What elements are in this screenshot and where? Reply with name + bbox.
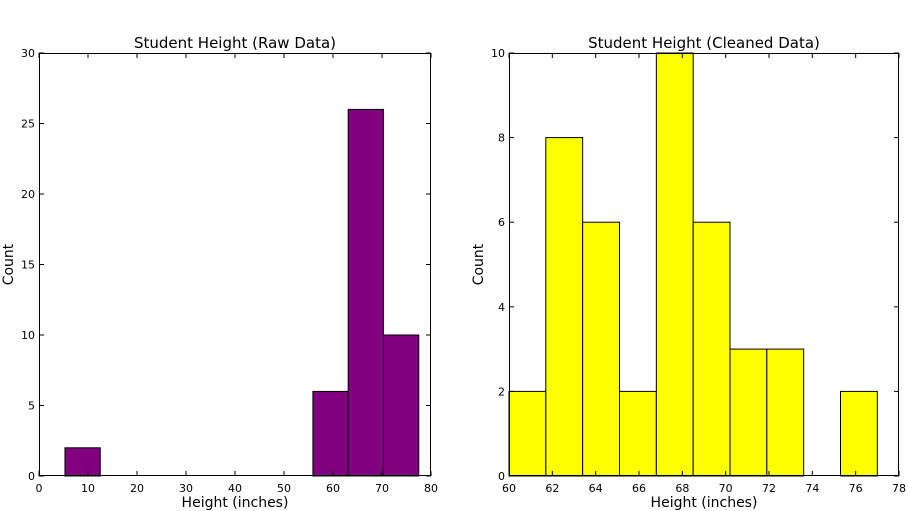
y-axis-label: Count bbox=[471, 243, 487, 285]
x-tick-label: 70 bbox=[719, 482, 733, 495]
x-tick-label: 80 bbox=[424, 482, 438, 495]
histogram-bar bbox=[729, 348, 768, 477]
x-tick-label: 74 bbox=[805, 482, 819, 495]
x-tick-label: 64 bbox=[589, 482, 603, 495]
plot-frame bbox=[509, 53, 899, 476]
x-tick-label: 50 bbox=[277, 482, 291, 495]
y-tick-label: 20 bbox=[21, 188, 35, 201]
y-tick-label: 0 bbox=[498, 470, 505, 483]
y-tick-label: 10 bbox=[21, 329, 35, 342]
x-tick-label: 68 bbox=[675, 482, 689, 495]
histogram-bar bbox=[840, 390, 878, 477]
histogram-bar bbox=[508, 390, 547, 477]
x-tick-label: 70 bbox=[375, 482, 389, 495]
x-axis-label: Height (inches) bbox=[651, 495, 758, 511]
x-tick-label: 40 bbox=[228, 482, 242, 495]
histogram-bar bbox=[655, 52, 694, 477]
histogram-bar bbox=[347, 108, 384, 477]
y-tick-label: 0 bbox=[28, 470, 35, 483]
x-tick-label: 62 bbox=[545, 482, 559, 495]
chart-title: Student Height (Cleaned Data) bbox=[588, 34, 820, 52]
x-tick-label: 60 bbox=[326, 482, 340, 495]
y-tick-label: 2 bbox=[498, 385, 505, 398]
y-tick-label: 8 bbox=[498, 132, 505, 145]
x-tick-label: 30 bbox=[179, 482, 193, 495]
y-tick-label: 15 bbox=[21, 259, 35, 272]
histogram-bar bbox=[64, 447, 101, 477]
y-tick-label: 10 bbox=[491, 47, 505, 60]
histogram-bar bbox=[382, 334, 420, 477]
y-tick-label: 30 bbox=[21, 47, 35, 60]
x-tick-label: 0 bbox=[36, 482, 43, 495]
x-axis-label: Height (inches) bbox=[182, 495, 289, 511]
histogram-bar bbox=[692, 221, 731, 477]
histogram-bar bbox=[582, 221, 621, 477]
x-tick-label: 66 bbox=[632, 482, 646, 495]
histogram-bar bbox=[766, 348, 805, 477]
x-tick-label: 10 bbox=[81, 482, 95, 495]
x-tick-label: 20 bbox=[130, 482, 144, 495]
chart-title: Student Height (Raw Data) bbox=[134, 34, 336, 52]
x-tick-label: 60 bbox=[502, 482, 516, 495]
x-tick-label: 76 bbox=[849, 482, 863, 495]
x-tick-label: 78 bbox=[892, 482, 906, 495]
raw-data-chart: 0 10 20 30 40 50 60 70 80 0 5 10 15 20 25 30 Student Hei… bbox=[1, 34, 438, 511]
y-axis-label: Count bbox=[1, 243, 17, 285]
histogram-bar bbox=[619, 390, 657, 477]
y-tick-label: 25 bbox=[21, 118, 35, 131]
y-tick-label: 5 bbox=[28, 400, 35, 413]
x-tick-label: 72 bbox=[762, 482, 776, 495]
y-tick-label: 6 bbox=[498, 216, 505, 229]
y-tick-label: 4 bbox=[498, 301, 505, 314]
histogram-bar bbox=[312, 390, 349, 477]
histogram-bar bbox=[545, 137, 584, 477]
